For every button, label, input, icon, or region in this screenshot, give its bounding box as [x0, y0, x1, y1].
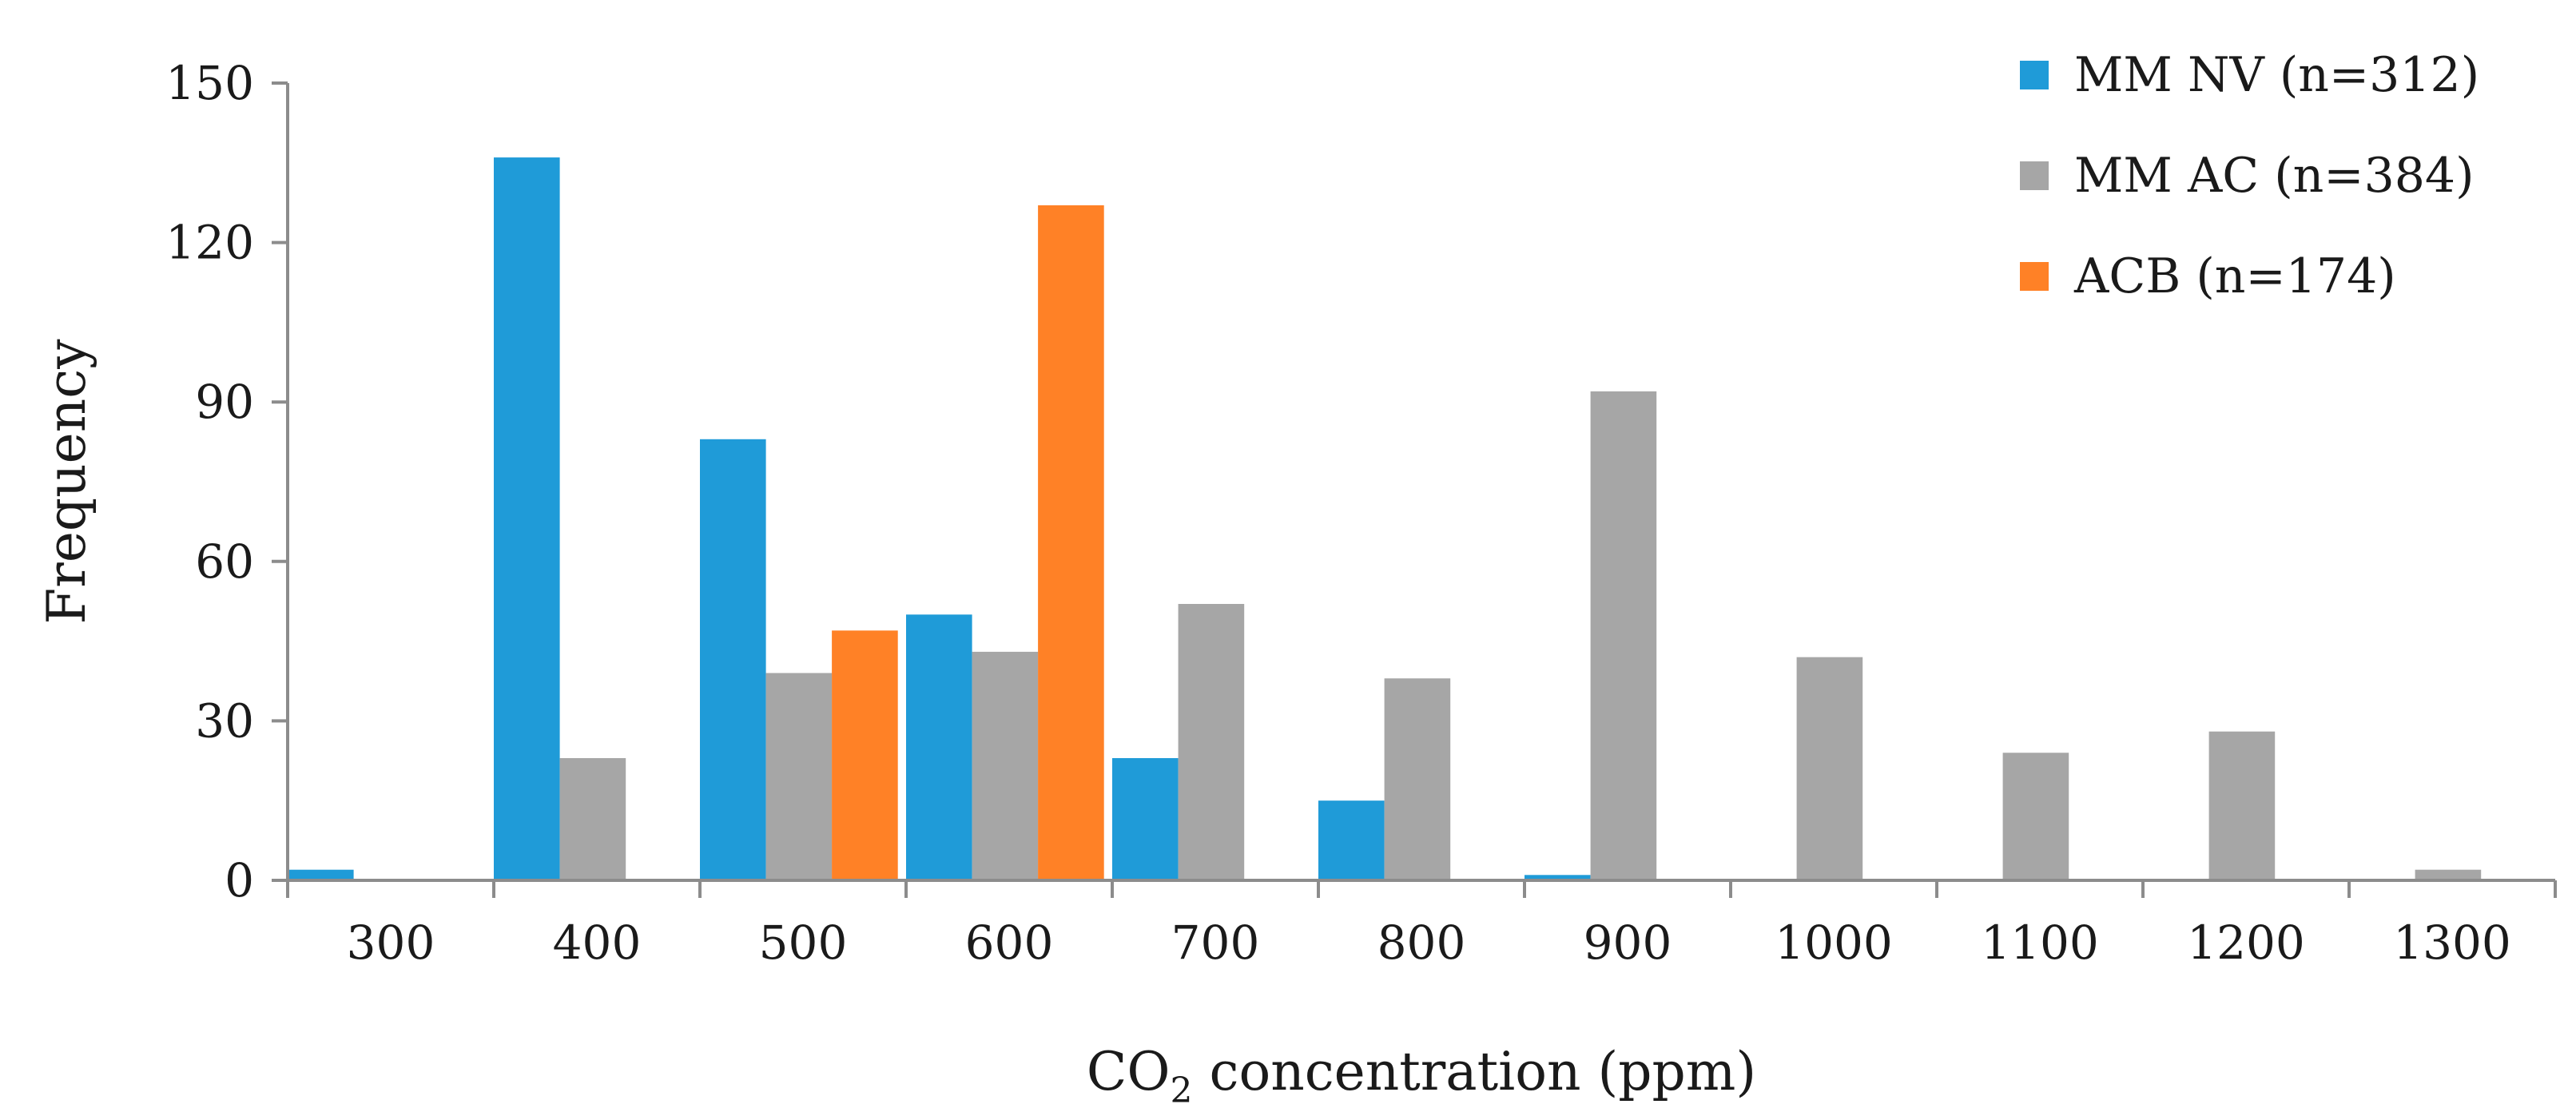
legend-swatch [2020, 262, 2049, 291]
x-tick-label: 600 [965, 915, 1054, 970]
bar-series-2-1100 [2002, 753, 2069, 880]
x-tick-label: 900 [1584, 915, 1672, 970]
y-axis-title: Frequency [36, 339, 97, 625]
bar-series-1-400 [494, 157, 560, 881]
x-axis-title-main: CO [1087, 1041, 1171, 1102]
bar-series-2-500 [765, 673, 833, 880]
x-tick-label: 1000 [1775, 915, 1893, 970]
x-tick-label: 1200 [2187, 915, 2305, 970]
bar-series-2-800 [1384, 678, 1451, 880]
bar-series-1-800 [1318, 800, 1385, 880]
bar-series-3-500 [832, 630, 898, 880]
bars-group [288, 157, 2482, 881]
x-tick-label: 700 [1171, 915, 1260, 970]
x-tick-label: 400 [553, 915, 642, 970]
y-tick-label: 0 [225, 853, 254, 908]
x-axis-title: CO2 concentration (ppm) [1087, 1041, 1756, 1111]
x-tick-label: 500 [759, 915, 848, 970]
bar-series-2-1000 [1796, 657, 1863, 880]
bar-series-1-900 [1525, 875, 1591, 880]
bar-series-2-400 [559, 758, 626, 880]
bar-series-2-700 [1178, 604, 1245, 880]
legend-label: MM AC (n=384) [2074, 148, 2475, 204]
x-tick-label: 800 [1377, 915, 1466, 970]
y-tick-label: 30 [195, 693, 254, 748]
y-tick-label: 120 [165, 216, 254, 270]
legend-label: ACB (n=174) [2073, 248, 2396, 304]
bar-series-2-900 [1590, 391, 1657, 880]
y-tick-label: 90 [195, 375, 254, 429]
legend-swatch [2020, 161, 2049, 190]
x-axis-title-rest: concentration (ppm) [1193, 1041, 1757, 1102]
bar-series-1-600 [906, 614, 972, 880]
legend-label: MM NV (n=312) [2074, 47, 2479, 103]
x-tick-label: 1100 [1981, 915, 2099, 970]
x-tick-label: 300 [347, 915, 435, 970]
x-tick-label: 1300 [2393, 915, 2511, 970]
axes-group: 0 30 60 90 120 150 300 400 500 600 700 800 900 1000 11… [36, 56, 2557, 1111]
bar-series-2-600 [972, 651, 1039, 880]
legend: MM NV (n=312) MM AC (n=384) ACB (n=174) [2020, 47, 2479, 304]
y-tick-label: 150 [165, 56, 254, 110]
bar-series-1-700 [1112, 758, 1179, 880]
bar-series-1-300 [288, 869, 354, 880]
bar-series-2-1200 [2208, 731, 2276, 880]
y-tick-label: 60 [195, 534, 254, 589]
legend-swatch [2020, 61, 2049, 89]
bar-series-2-1300 [2415, 869, 2482, 880]
bar-series-3-600 [1038, 205, 1104, 880]
x-axis-title-subscript: 2 [1171, 1070, 1193, 1111]
bar-series-1-500 [700, 439, 766, 880]
